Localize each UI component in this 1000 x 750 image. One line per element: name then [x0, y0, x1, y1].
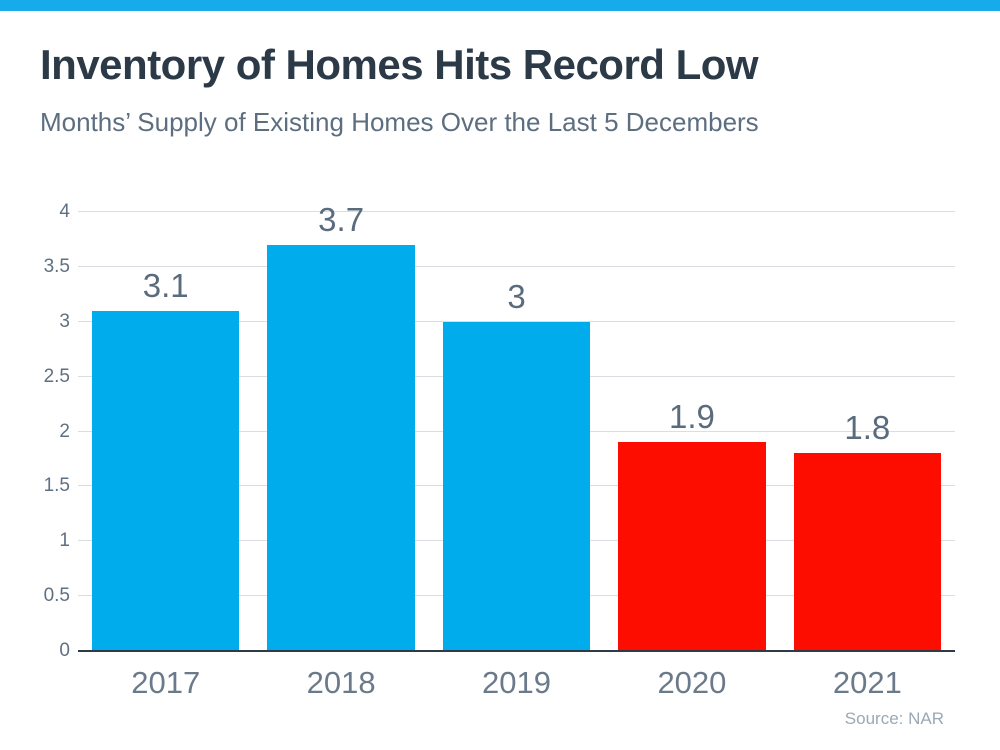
gridline: [78, 211, 955, 212]
bar-2018: [267, 244, 415, 651]
bars-row: 3.1 3.7 3 1.9 1.8: [78, 203, 955, 651]
gridline: [78, 320, 955, 322]
x-tick-label: 2021: [832, 665, 902, 700]
y-tick-label: 2.5: [43, 365, 70, 387]
bar-group-2020: 1.9: [604, 212, 779, 651]
bar-value-label: 3.7: [318, 200, 365, 238]
y-tick-label: 1: [59, 530, 70, 552]
bar-group-2018: 3.7: [253, 203, 428, 651]
bar-group-2021: 1.8: [780, 212, 955, 651]
bar-value-label: 3: [507, 277, 526, 315]
y-axis: 0 0.5 1 1.5 2 2.5 3 3.5 4: [0, 201, 70, 661]
brand-stripe: [0, 0, 1000, 11]
x-axis-labels: 2017 2018 2019 2020 2021: [78, 664, 955, 702]
y-tick-label: 3.5: [43, 255, 70, 277]
x-axis-line: [78, 650, 955, 652]
y-tick-label: 0.5: [43, 585, 70, 607]
bar-2017: [92, 310, 240, 651]
chart-title: Inventory of Homes Hits Record Low: [40, 41, 759, 88]
plot-area: 3.1 3.7 3 1.9 1.8: [78, 203, 955, 652]
y-tick-label: 1.5: [43, 475, 70, 497]
bar-2021: [793, 453, 941, 651]
y-tick-label: 4: [59, 201, 70, 222]
bar-group-2017: 3.1: [78, 212, 253, 651]
y-tick-label: 0: [59, 640, 70, 661]
x-tick-label: 2020: [657, 665, 727, 700]
x-tick-label: 2017: [131, 665, 201, 700]
y-tick-label: 2: [59, 420, 70, 442]
bar-value-label: 1.9: [668, 398, 715, 436]
bar-2020: [618, 442, 766, 651]
y-tick-label: 3: [59, 310, 70, 332]
x-tick-label: 2018: [306, 665, 376, 700]
bar-value-label: 3.1: [142, 266, 189, 304]
source-note: Source: NAR: [844, 709, 944, 728]
bar-value-label: 1.8: [844, 409, 891, 447]
bar-group-2019: 3: [429, 212, 604, 651]
x-tick-label: 2019: [482, 665, 551, 700]
gridline: [78, 265, 955, 267]
chart-subtitle: Months’ Supply of Existing Homes Over th…: [40, 107, 759, 137]
bar-2019: [442, 321, 591, 651]
